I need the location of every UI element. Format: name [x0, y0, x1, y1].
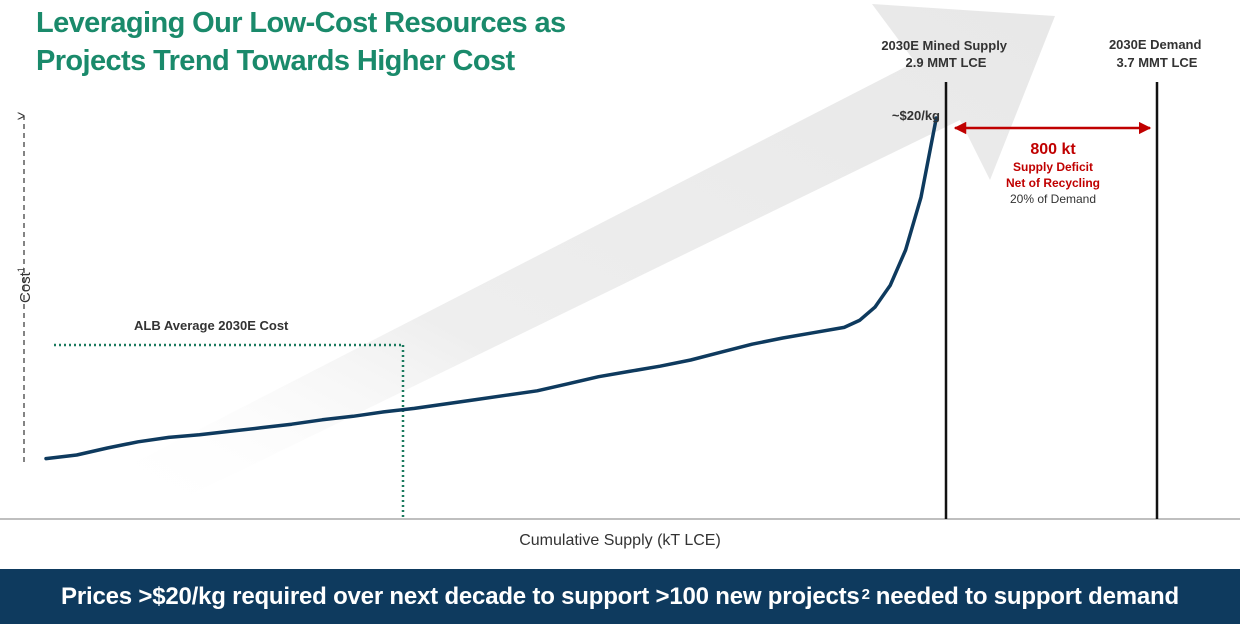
- deficit-label-line2: Net of Recycling: [1006, 176, 1100, 190]
- title-line-2: Projects Trend Towards Higher Cost: [36, 45, 515, 77]
- bottom-banner: Prices >$20/kg required over next decade…: [0, 569, 1240, 624]
- banner-text-before: Prices >$20/kg required over next decade…: [61, 582, 860, 610]
- trend-arrow: [120, 4, 1055, 500]
- demand-label: 2030E Demand 3.7 MMT LCE: [1109, 37, 1205, 70]
- price-label: ~$20/kg: [892, 108, 940, 123]
- mined-supply-label: 2030E Mined Supply 2.9 MMT LCE: [881, 38, 1010, 70]
- banner-text-after: needed to support demand: [875, 582, 1179, 610]
- x-axis-label: Cumulative Supply (kT LCE): [519, 532, 721, 549]
- alb-cost-label: ALB Average 2030E Cost: [134, 318, 289, 333]
- title-line-1: Leveraging Our Low-Cost Resources as: [36, 7, 566, 39]
- deficit-label-line3: 20% of Demand: [1010, 192, 1096, 206]
- cost-curve-chart: Cost1 Cumulative Supply (kT LCE) ALB Ave…: [0, 4, 1240, 549]
- deficit-label-line1: Supply Deficit: [1013, 160, 1093, 174]
- y-axis-label: Cost1: [16, 267, 34, 303]
- page-title: Leveraging Our Low-Cost Resources as Pro…: [36, 4, 566, 80]
- cost-curve-series-line: [44, 116, 939, 461]
- banner-superscript: 2: [861, 586, 870, 603]
- deficit-value: 800 kt: [1030, 141, 1076, 158]
